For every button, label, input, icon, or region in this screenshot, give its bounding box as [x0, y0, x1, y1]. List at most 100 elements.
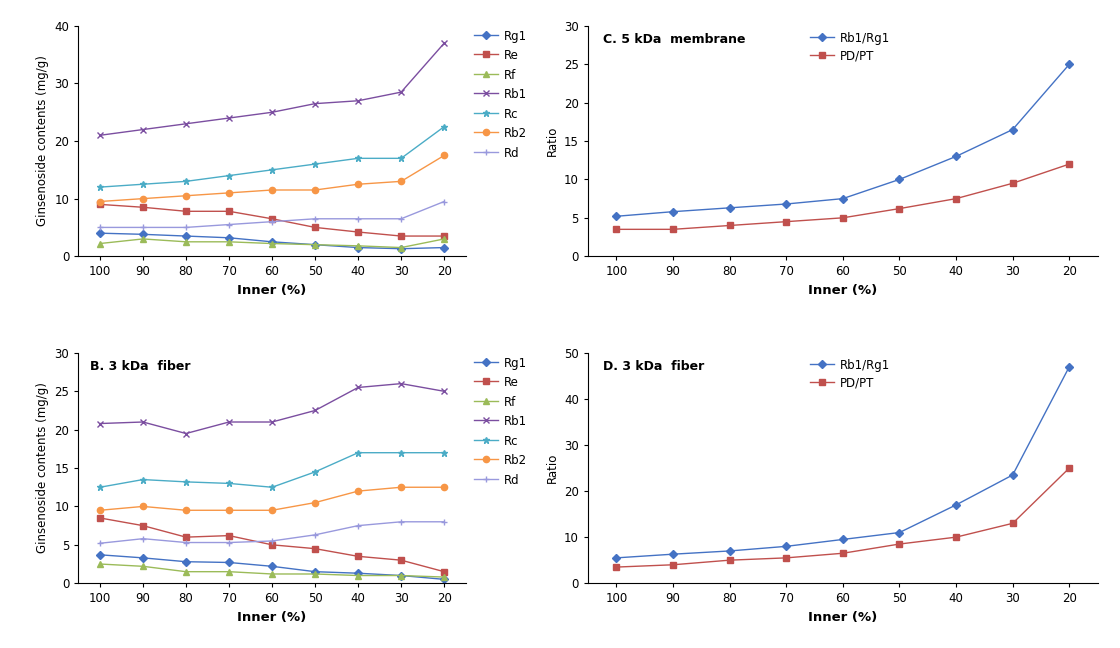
Rf	[265, 570, 279, 578]
Rb2	[222, 506, 235, 514]
Rb1	[265, 108, 279, 116]
Re	[394, 232, 408, 240]
Rb1	[352, 384, 365, 391]
Rb2	[137, 195, 150, 203]
Rb1	[137, 418, 150, 426]
Rf	[93, 560, 106, 568]
Rc	[265, 483, 279, 491]
Rd	[265, 218, 279, 226]
Rd	[93, 539, 106, 547]
PD/PT	[722, 222, 736, 229]
Re	[137, 522, 150, 529]
PD/PT	[893, 205, 906, 213]
Rg1	[394, 245, 408, 253]
Line: PD/PT: PD/PT	[613, 465, 1073, 570]
PD/PT	[722, 556, 736, 564]
Rb1	[93, 420, 106, 428]
Rf	[308, 570, 321, 578]
Line: Rb1: Rb1	[96, 380, 447, 437]
Line: Rd: Rd	[96, 518, 447, 546]
Rb1/Rg1	[780, 200, 793, 208]
Rg1	[265, 238, 279, 246]
Rb1/Rg1	[1006, 471, 1019, 479]
Rb2	[438, 152, 451, 159]
Text: D. 3 kDa  fiber: D. 3 kDa fiber	[604, 360, 704, 373]
Rf	[179, 238, 193, 246]
Rb2	[265, 186, 279, 194]
Rd	[179, 224, 193, 231]
Rb1	[352, 97, 365, 104]
Rf	[438, 235, 451, 243]
Rd	[438, 198, 451, 205]
Rd	[222, 221, 235, 229]
Rb1/Rg1	[950, 501, 963, 509]
Rb1/Rg1	[666, 208, 680, 216]
Line: Rg1: Rg1	[96, 230, 447, 252]
PD/PT	[666, 561, 680, 569]
Y-axis label: Ratio: Ratio	[545, 453, 559, 483]
Rb2	[352, 487, 365, 495]
Rc	[308, 468, 321, 476]
Rb1	[308, 406, 321, 414]
Rb1	[394, 380, 408, 388]
Rb1/Rg1	[666, 550, 680, 558]
Rb1/Rg1	[609, 554, 623, 562]
Rb2	[222, 189, 235, 197]
Rf	[265, 240, 279, 248]
Rc	[394, 449, 408, 457]
Rc	[137, 180, 150, 188]
Rd	[179, 538, 193, 546]
Rg1	[438, 575, 451, 583]
Rb1	[179, 430, 193, 437]
Rf	[179, 568, 193, 575]
Rb1	[394, 88, 408, 96]
Rd	[137, 535, 150, 542]
Rd	[308, 215, 321, 223]
Re	[308, 224, 321, 231]
Re	[179, 207, 193, 215]
X-axis label: Inner (%): Inner (%)	[237, 611, 307, 624]
Rb1/Rg1	[893, 529, 906, 537]
Rb1/Rg1	[780, 542, 793, 550]
Rc	[438, 449, 451, 457]
Rg1	[93, 229, 106, 237]
Re	[222, 207, 235, 215]
Rf	[394, 244, 408, 251]
Rg1	[137, 231, 150, 238]
Rg1	[308, 568, 321, 575]
PD/PT	[1006, 520, 1019, 527]
Rb2	[308, 499, 321, 507]
Rd	[394, 518, 408, 526]
Rg1	[222, 234, 235, 242]
Rf	[222, 568, 235, 575]
Rf	[308, 241, 321, 249]
PD/PT	[836, 550, 849, 557]
Rd	[352, 522, 365, 529]
Rg1	[179, 232, 193, 240]
Rb1	[222, 114, 235, 122]
Rb1	[265, 418, 279, 426]
PD/PT	[1063, 464, 1076, 472]
Rb2	[179, 192, 193, 200]
PD/PT	[893, 540, 906, 548]
Re	[352, 228, 365, 236]
Line: Rf: Rf	[96, 236, 447, 251]
Rg1	[438, 244, 451, 251]
Rd	[308, 531, 321, 538]
Re	[93, 200, 106, 208]
Rd	[93, 224, 106, 231]
Rc	[394, 154, 408, 162]
Line: Rc: Rc	[96, 450, 447, 491]
Re	[438, 232, 451, 240]
Rf	[352, 242, 365, 249]
Line: Rg1: Rg1	[96, 551, 447, 583]
Text: B. 3 kDa  fiber: B. 3 kDa fiber	[90, 360, 190, 373]
Line: Re: Re	[96, 202, 447, 239]
Re	[352, 553, 365, 561]
Rg1	[93, 551, 106, 559]
Re	[438, 568, 451, 575]
Rd	[352, 215, 365, 223]
Rg1	[352, 244, 365, 251]
Rd	[438, 518, 451, 526]
Rb1/Rg1	[722, 547, 736, 555]
